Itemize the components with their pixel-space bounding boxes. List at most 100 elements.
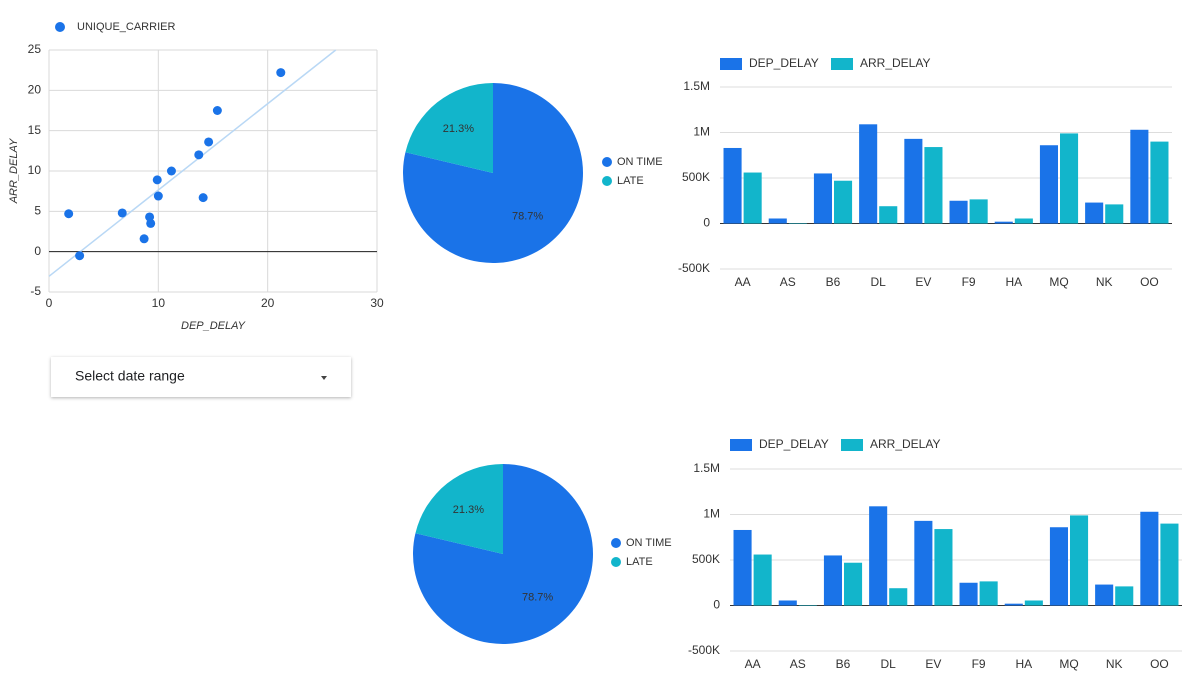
legend-label: DEP_DELAY <box>759 437 829 451</box>
slice-label: 21.3% <box>453 504 484 516</box>
bar <box>1024 600 1043 606</box>
pie-slice <box>415 464 503 554</box>
x-tick-label: HA <box>1015 657 1032 671</box>
x-tick-label: F9 <box>972 657 986 671</box>
legend-label: LATE <box>617 175 644 187</box>
bar <box>1004 603 1023 606</box>
bar <box>1115 586 1134 606</box>
bar <box>1160 523 1179 606</box>
y-tick-label: 25 <box>28 42 42 56</box>
x-tick-label: OO <box>1150 657 1169 671</box>
dropdown-caret[interactable] <box>321 376 327 380</box>
bar <box>778 600 797 606</box>
data-point <box>212 106 222 115</box>
bar <box>904 138 923 224</box>
y-tick-label: 1.5M <box>693 461 720 475</box>
bar <box>823 555 842 606</box>
bar <box>859 124 878 224</box>
data-point <box>153 191 163 201</box>
x-tick-label: 0 <box>46 296 53 310</box>
bar <box>743 172 762 224</box>
bar <box>1105 204 1124 224</box>
bar <box>813 173 832 224</box>
bar <box>924 147 943 224</box>
bar <box>844 562 863 606</box>
x-tick-label: B6 <box>836 657 851 671</box>
trendline <box>48 49 337 277</box>
data-point <box>194 150 204 160</box>
legend-swatch <box>720 58 742 70</box>
legend-label: ARR_DELAY <box>860 56 930 70</box>
legend-label: DEP_DELAY <box>749 56 819 70</box>
x-tick-label: AA <box>745 657 761 671</box>
bar <box>798 605 817 606</box>
x-tick-label: EV <box>925 657 941 671</box>
bar <box>879 206 898 224</box>
bar <box>834 180 853 224</box>
x-tick-label: NK <box>1096 275 1113 289</box>
data-point <box>276 68 286 78</box>
x-tick-label: AS <box>790 657 806 671</box>
legend-marker <box>611 557 621 567</box>
x-tick-label: F9 <box>962 275 976 289</box>
bar <box>733 529 752 606</box>
legend-marker <box>55 22 65 32</box>
slice-label: 21.3% <box>443 123 474 135</box>
y-tick-label: -500K <box>678 261 710 275</box>
x-tick-label: 10 <box>152 296 166 310</box>
bar <box>889 588 908 606</box>
control-label[interactable]: Select date range <box>75 368 185 384</box>
x-tick-label: DL <box>871 275 887 289</box>
x-tick-label: MQ <box>1049 275 1068 289</box>
bar <box>1070 515 1089 606</box>
bar <box>969 199 988 224</box>
x-tick-label: EV <box>915 275 931 289</box>
y-tick-label: 10 <box>28 163 42 177</box>
data-point <box>198 193 208 203</box>
data-point <box>146 218 156 228</box>
data-point <box>166 166 176 176</box>
x-tick-label: 20 <box>261 296 275 310</box>
y-tick-label: 0 <box>34 244 41 258</box>
x-tick-label: AS <box>780 275 796 289</box>
legend-label: UNIQUE_CARRIER <box>77 21 175 33</box>
legend-marker <box>602 157 612 167</box>
legend-label: ON TIME <box>626 537 672 549</box>
x-tick-label: DL <box>881 657 897 671</box>
y-axis-title: ARR_DELAY <box>8 138 20 204</box>
x-tick-label: 30 <box>370 296 384 310</box>
bar <box>1060 133 1079 224</box>
data-point <box>117 208 127 218</box>
bar <box>914 520 933 606</box>
slice-label: 78.7% <box>512 211 543 223</box>
control-box[interactable] <box>51 357 351 397</box>
bar <box>768 218 787 224</box>
x-tick-label: AA <box>735 275 751 289</box>
y-tick-label: 20 <box>28 83 42 97</box>
y-tick-label: 1.5M <box>683 79 710 93</box>
legend-swatch <box>730 439 752 451</box>
bar <box>1014 218 1033 224</box>
y-tick-label: -5 <box>30 284 41 298</box>
x-tick-label: MQ <box>1059 657 1078 671</box>
data-point <box>139 234 149 244</box>
data-point <box>204 137 214 147</box>
bar <box>934 529 953 606</box>
data-point <box>152 175 162 185</box>
legend-label: ON TIME <box>617 156 663 168</box>
x-tick-label: B6 <box>826 275 841 289</box>
bar <box>1049 527 1068 606</box>
slice-label: 78.7% <box>522 592 553 604</box>
bar <box>949 200 968 224</box>
bar <box>1140 511 1159 606</box>
data-point <box>75 251 85 261</box>
bar <box>1039 145 1058 224</box>
pie-slice <box>405 83 493 173</box>
y-tick-label: 15 <box>28 123 42 137</box>
bar <box>869 506 888 606</box>
y-tick-label: 1M <box>703 507 720 521</box>
y-tick-label: 5 <box>34 204 41 218</box>
date-range-control[interactable]: Select date range <box>51 357 351 397</box>
